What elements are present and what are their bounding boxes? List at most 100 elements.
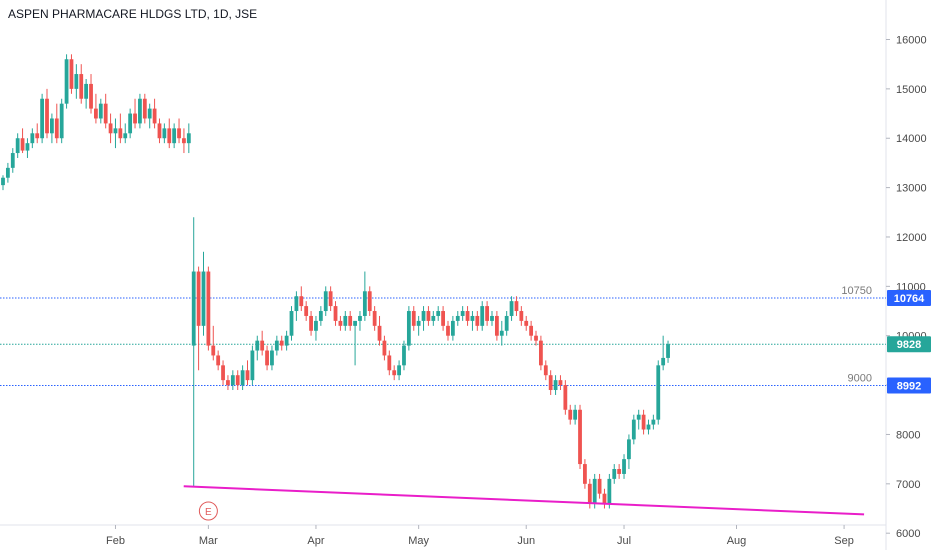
candle-down <box>539 340 543 366</box>
price-tag-label: 9828 <box>897 339 921 351</box>
trendline[interactable] <box>183 485 865 516</box>
candle-up <box>607 478 612 504</box>
candle-up <box>30 133 35 144</box>
candle-up <box>450 320 455 336</box>
candle-up <box>98 103 103 119</box>
candle-up <box>612 469 617 479</box>
candle-down <box>142 98 147 119</box>
candle-down <box>265 350 269 366</box>
candle-up <box>666 344 670 358</box>
candle-up <box>661 357 666 366</box>
candle-up <box>240 370 245 386</box>
candle-up <box>622 459 626 474</box>
candle-up <box>147 108 152 119</box>
candle-up <box>10 153 15 168</box>
candle-down <box>196 271 201 326</box>
x-tick-label: Jun <box>517 535 535 547</box>
candle-up <box>113 128 118 134</box>
candle-down <box>157 123 162 139</box>
x-tick-label: Apr <box>307 535 324 547</box>
candle-down <box>69 59 74 89</box>
candle-down <box>548 375 553 391</box>
candle-down <box>89 83 93 109</box>
candle-up <box>480 306 485 326</box>
candle-up <box>64 59 69 104</box>
earnings-event-icon[interactable] <box>198 501 218 521</box>
candle-up <box>123 133 128 139</box>
y-tick-label: 7000 <box>896 479 920 491</box>
y-tick-label: 15000 <box>896 84 927 96</box>
y-tick-label: 16000 <box>896 34 927 46</box>
candle-down <box>587 483 592 504</box>
y-tick-label: 12000 <box>896 232 927 244</box>
candle-up <box>406 311 411 346</box>
y-tick-label: 14000 <box>896 133 927 145</box>
candle-up <box>397 365 401 376</box>
candle-down <box>309 315 313 331</box>
candle-up <box>509 301 514 316</box>
candle-up <box>646 424 651 430</box>
candle-down <box>597 478 602 494</box>
candle-down <box>367 291 372 312</box>
candle-up <box>230 375 235 386</box>
candle-up <box>289 311 294 336</box>
candle-up <box>314 320 318 331</box>
candle-down <box>45 98 49 134</box>
candle-down <box>221 365 225 381</box>
candle-down <box>465 311 470 321</box>
candle-up <box>40 98 45 139</box>
x-tick-label: Mar <box>199 535 218 547</box>
x-tick-label: Aug <box>727 535 747 547</box>
candle-up <box>636 414 641 420</box>
candle-up <box>656 365 661 420</box>
level-label: 10750 <box>841 285 872 297</box>
candle-down <box>514 301 519 312</box>
candle-up <box>470 315 475 321</box>
candle-up <box>84 83 89 99</box>
candle-down <box>583 464 587 484</box>
candle-up <box>460 311 465 316</box>
candle-down <box>167 128 172 144</box>
candle-down <box>182 138 186 144</box>
candle-down <box>387 355 392 371</box>
candle-down <box>260 340 265 351</box>
level-label: 9000 <box>848 372 872 384</box>
candle-down <box>641 414 646 430</box>
candle-down <box>79 74 84 99</box>
candle-up <box>362 291 367 316</box>
candle-down <box>108 123 113 134</box>
candle-up <box>431 315 436 321</box>
x-tick-label: Feb <box>106 535 125 547</box>
candle-down <box>235 375 240 386</box>
candle-up <box>416 320 421 326</box>
candle-up <box>128 113 133 134</box>
y-tick-label: 6000 <box>896 528 920 540</box>
candle-down <box>299 296 304 307</box>
candle-down <box>411 311 416 326</box>
candle-up <box>455 315 460 321</box>
candle-down <box>279 340 284 346</box>
candle-up <box>627 439 631 460</box>
candle-down <box>475 315 480 326</box>
candle-down <box>328 291 333 307</box>
x-tick-label: May <box>408 535 429 547</box>
candle-up <box>172 128 177 144</box>
candle-up <box>201 271 206 326</box>
candle-up <box>74 74 79 89</box>
candle-down <box>133 113 137 124</box>
candle-down <box>563 385 568 410</box>
price-tag-label: 10764 <box>894 293 925 305</box>
earnings-event-label: E <box>205 507 212 518</box>
candle-down <box>338 320 343 326</box>
y-tick-label: 13000 <box>896 183 927 195</box>
candle-down <box>333 306 338 321</box>
candle-down <box>20 138 25 151</box>
candle-up <box>255 340 260 351</box>
candle-down <box>602 493 607 504</box>
candle-down <box>372 311 377 326</box>
candle-up <box>25 143 30 151</box>
candle-down <box>568 409 573 420</box>
candle-down <box>54 118 59 139</box>
